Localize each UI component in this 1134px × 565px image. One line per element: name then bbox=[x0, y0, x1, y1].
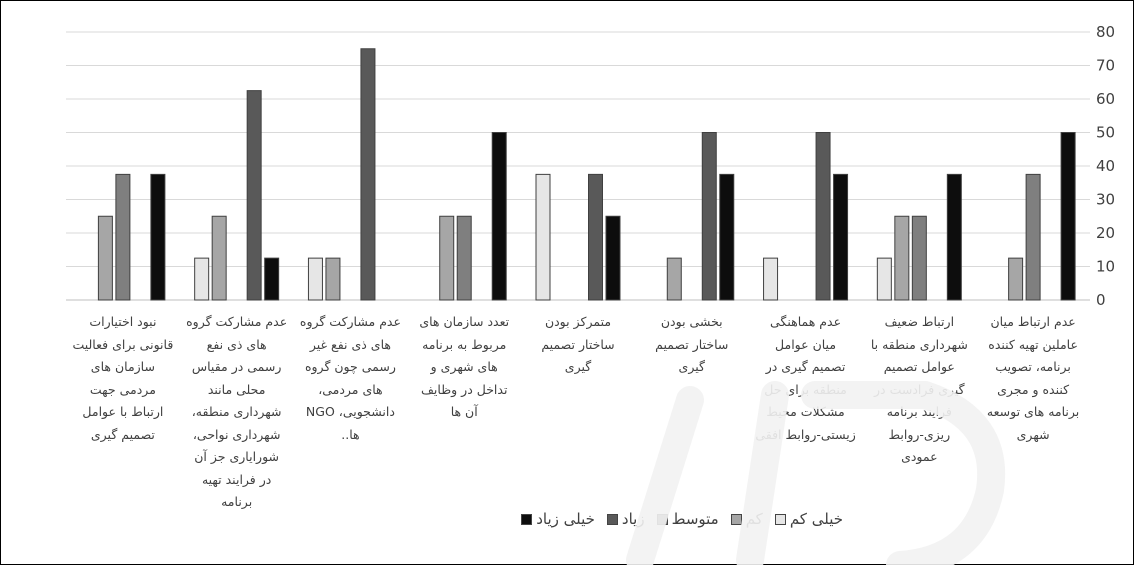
bar bbox=[833, 173, 849, 301]
legend-label: زیاد bbox=[621, 510, 645, 528]
category-label: عدم هماهنگی میان عوامل تصمیم گیری در منط… bbox=[755, 314, 856, 442]
bar bbox=[666, 257, 682, 301]
bar bbox=[307, 257, 323, 301]
bar bbox=[1060, 132, 1076, 301]
category-label: تعدد سازمان های مربوط به برنامه های شهری… bbox=[419, 314, 510, 419]
category-label: نبود اختیارات قانونی برای فعالیت سازمان … bbox=[72, 314, 174, 442]
legend-item: خیلی زیاد bbox=[521, 510, 595, 528]
bar bbox=[588, 173, 603, 301]
bar bbox=[1025, 173, 1041, 301]
bar bbox=[439, 215, 455, 301]
legend-swatch bbox=[606, 513, 618, 525]
legend-item: متوسط bbox=[656, 510, 719, 528]
bar bbox=[946, 173, 962, 301]
legend-swatch bbox=[774, 513, 786, 525]
bar bbox=[211, 215, 227, 301]
bar bbox=[605, 215, 621, 301]
category-label: ارتباط ضعیف شهرداری منطقه با عوامل تصمیم… bbox=[870, 314, 968, 464]
bar bbox=[1008, 257, 1024, 301]
y-tick-label: 10 bbox=[1096, 258, 1115, 276]
bar bbox=[894, 215, 910, 301]
legend-label: خیلی زیاد bbox=[536, 510, 595, 528]
bar bbox=[325, 257, 341, 301]
legend-swatch bbox=[730, 513, 742, 525]
y-tick-label: 80 bbox=[1096, 23, 1115, 41]
bar bbox=[763, 257, 779, 301]
y-tick-label: 70 bbox=[1096, 57, 1115, 75]
legend-item: خیلی کم bbox=[774, 510, 843, 528]
legend-item: زیاد bbox=[606, 510, 645, 528]
bar bbox=[194, 257, 210, 301]
bar bbox=[876, 257, 892, 301]
legend-swatch bbox=[656, 513, 668, 525]
legend: خیلی کم کم متوسط زیاد خیلی زیاد bbox=[383, 506, 843, 532]
bar bbox=[360, 48, 376, 301]
bar bbox=[719, 173, 735, 301]
bar bbox=[264, 257, 280, 301]
y-tick-label: 0 bbox=[1096, 291, 1106, 309]
y-tick-label: 30 bbox=[1096, 191, 1115, 209]
bar bbox=[97, 215, 113, 301]
legend-label: متوسط bbox=[671, 510, 719, 528]
bar bbox=[456, 215, 472, 301]
category-label: عدم مشارکت گروه های ذی نفع غیر رسمی چون … bbox=[299, 314, 401, 442]
legend-label: خیلی کم bbox=[789, 510, 843, 528]
y-tick-label: 20 bbox=[1096, 224, 1115, 242]
bar bbox=[491, 132, 507, 301]
category-label: عدم مشارکت گروه های ذی نفع رسمی در مقیاس… bbox=[186, 314, 288, 509]
legend-item: کم bbox=[730, 510, 763, 528]
y-tick-label: 40 bbox=[1096, 157, 1115, 175]
category-label: متمرکز بودن ساختار تصمیم گیری bbox=[541, 314, 615, 374]
bar bbox=[911, 215, 927, 301]
y-tick-label: 50 bbox=[1096, 124, 1115, 142]
bar bbox=[150, 173, 166, 301]
bar bbox=[115, 173, 131, 301]
bar bbox=[246, 90, 262, 301]
bar bbox=[815, 132, 831, 301]
category-label: بخشی بودن ساختار تصمیم گیری bbox=[655, 314, 729, 374]
bar bbox=[701, 132, 717, 301]
category-label: عدم ارتباط میان عاملین تهیه کننده برنامه… bbox=[986, 314, 1080, 442]
bar bbox=[535, 173, 551, 301]
legend-swatch bbox=[521, 513, 533, 525]
y-tick-label: 60 bbox=[1096, 90, 1115, 108]
legend-label: کم bbox=[745, 510, 763, 528]
